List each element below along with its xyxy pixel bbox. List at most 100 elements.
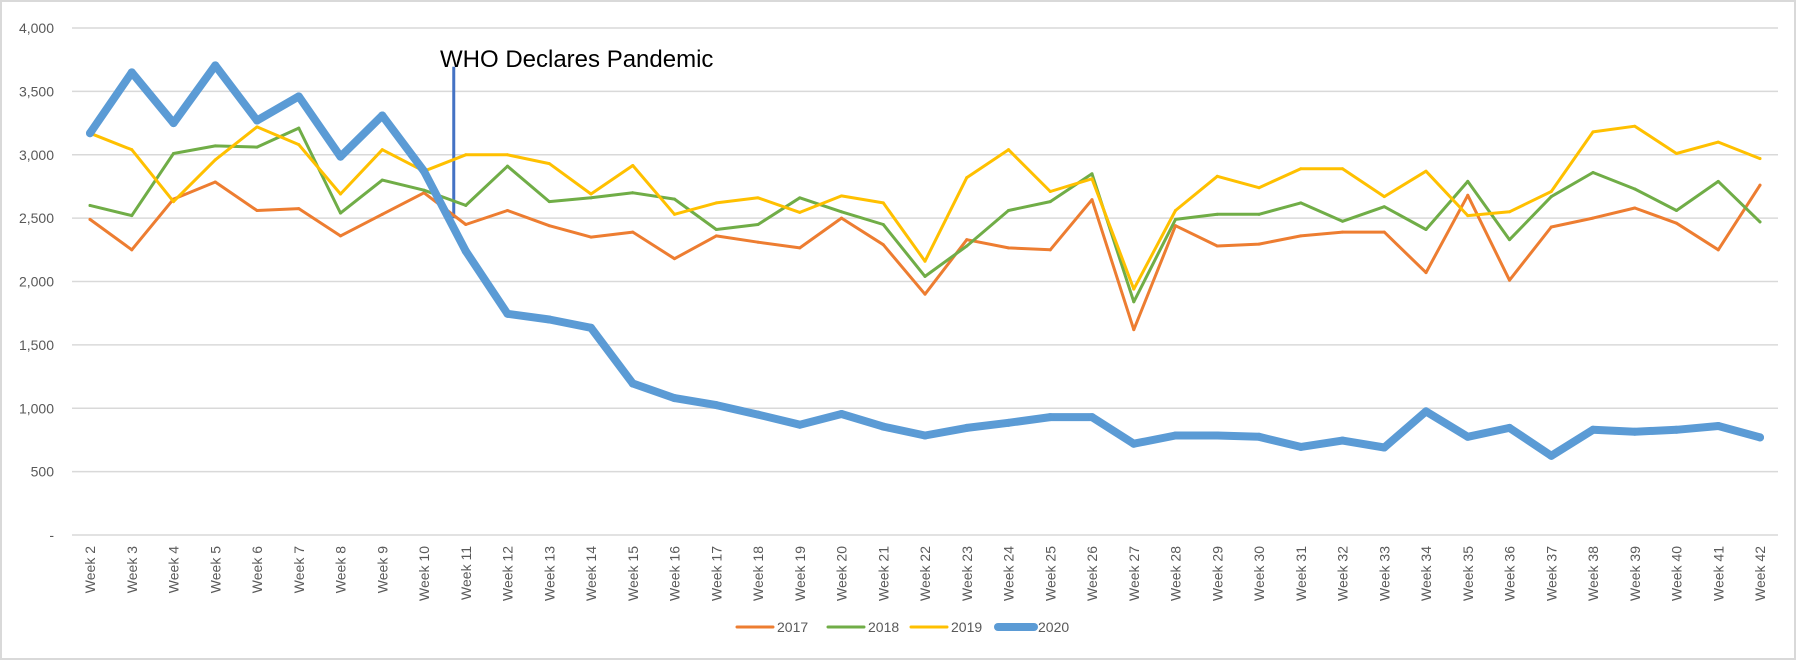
- data-point-2019: [506, 153, 509, 157]
- data-point-2019: [714, 201, 718, 205]
- data-point-2019: [589, 192, 593, 196]
- data-point-2020: [837, 409, 846, 418]
- data-point-2020: [670, 394, 679, 403]
- data-point-2017: [213, 180, 217, 184]
- data-point-2020: [1213, 431, 1222, 440]
- x-tick-label: Week 16: [667, 546, 683, 601]
- data-point-2019: [1257, 186, 1261, 190]
- data-point-2017: [589, 235, 593, 239]
- x-tick-label: Week 34: [1418, 546, 1434, 601]
- data-point-2017: [1048, 248, 1052, 252]
- x-tick-label: Week 17: [708, 546, 724, 601]
- data-point-2020: [294, 92, 303, 101]
- legend-item-2020: 2020: [994, 619, 1069, 635]
- data-point-2019: [1758, 157, 1762, 161]
- x-tick-label: Week 32: [1335, 546, 1351, 601]
- data-point-2017: [1174, 224, 1177, 228]
- y-tick-label: 1,500: [19, 337, 54, 353]
- data-point-2020: [1296, 442, 1305, 451]
- data-point-2018: [130, 214, 134, 218]
- data-point-2019: [923, 259, 927, 263]
- data-point-2017: [673, 257, 676, 261]
- data-point-2018: [1675, 209, 1678, 213]
- legend-label: 2017: [777, 619, 808, 635]
- data-point-2018: [1174, 217, 1177, 221]
- data-point-2018: [380, 178, 384, 182]
- y-tick-label: 500: [31, 464, 55, 480]
- data-point-2017: [506, 209, 509, 213]
- legend-item-2018: 2018: [826, 619, 899, 635]
- data-point-2018: [589, 196, 593, 200]
- data-point-2020: [336, 152, 345, 161]
- data-point-2020: [879, 422, 888, 431]
- data-point-2020: [127, 68, 136, 77]
- data-point-2017: [1675, 221, 1678, 225]
- data-point-2018: [756, 222, 760, 226]
- data-point-2018: [213, 144, 217, 148]
- data-point-2018: [1382, 205, 1386, 209]
- data-point-2020: [1380, 443, 1389, 452]
- x-tick-label: Week 28: [1168, 546, 1184, 601]
- data-point-2018: [1090, 172, 1094, 176]
- data-point-2019: [172, 200, 175, 204]
- data-point-2017: [1591, 216, 1595, 220]
- data-point-2018: [1508, 238, 1511, 242]
- data-point-2019: [1174, 209, 1177, 213]
- x-tick-label: Week 6: [249, 546, 265, 593]
- data-point-2018: [547, 200, 551, 204]
- data-point-2020: [1714, 421, 1723, 430]
- data-point-2018: [965, 244, 969, 248]
- data-point-2018: [88, 203, 92, 207]
- data-point-2018: [798, 196, 802, 200]
- x-tick-label: Week 19: [792, 546, 808, 601]
- series-2020: [86, 61, 1764, 460]
- data-point-2018: [506, 164, 509, 168]
- data-point-2018: [1048, 200, 1052, 204]
- data-point-2020: [1505, 423, 1514, 432]
- x-tick-label: Week 31: [1293, 546, 1309, 601]
- series-2019: [88, 124, 1762, 291]
- y-tick-label: 2,500: [19, 210, 54, 226]
- data-point-2018: [172, 151, 175, 155]
- data-point-2017: [631, 230, 635, 234]
- x-tick-label: Week 24: [1001, 546, 1017, 601]
- series-2017: [88, 180, 1762, 332]
- x-tick-label: Week 35: [1460, 546, 1476, 601]
- x-tick-label: Week 11: [458, 546, 474, 600]
- data-point-2020: [754, 410, 762, 419]
- data-point-2018: [464, 203, 468, 207]
- data-point-2018: [1633, 187, 1637, 191]
- data-point-2020: [503, 309, 512, 318]
- data-point-2018: [1591, 170, 1595, 174]
- data-point-2020: [1672, 425, 1681, 434]
- data-point-2019: [1132, 287, 1136, 291]
- data-point-2017: [1549, 225, 1553, 229]
- x-tick-label: Week 8: [333, 546, 349, 593]
- data-point-2017: [1716, 248, 1720, 252]
- x-tick-label: Week 9: [374, 546, 390, 593]
- data-point-2018: [1299, 201, 1303, 205]
- data-point-2020: [1171, 431, 1180, 440]
- data-point-2017: [1466, 193, 1470, 197]
- data-point-2017: [714, 234, 718, 238]
- data-point-2018: [714, 228, 718, 232]
- data-point-2018: [1341, 219, 1344, 223]
- data-point-2020: [545, 315, 554, 324]
- data-point-2017: [1758, 183, 1762, 187]
- data-point-2020: [253, 116, 261, 125]
- data-point-2018: [631, 191, 635, 195]
- x-tick-label: Week 15: [625, 546, 641, 601]
- x-tick-label: Week 22: [917, 546, 933, 601]
- y-tick-label: 3,500: [19, 83, 54, 99]
- data-point-2020: [1255, 432, 1263, 441]
- x-tick-label: Week 38: [1585, 546, 1601, 601]
- data-point-2019: [798, 210, 802, 214]
- x-tick-label: Week 21: [875, 546, 891, 601]
- data-point-2018: [1424, 228, 1428, 232]
- data-point-2019: [673, 212, 676, 216]
- legend: 2017 2018 2019 2020: [735, 619, 1069, 635]
- data-point-2019: [1508, 210, 1511, 214]
- data-point-2019: [1048, 190, 1052, 194]
- data-point-2020: [921, 431, 929, 440]
